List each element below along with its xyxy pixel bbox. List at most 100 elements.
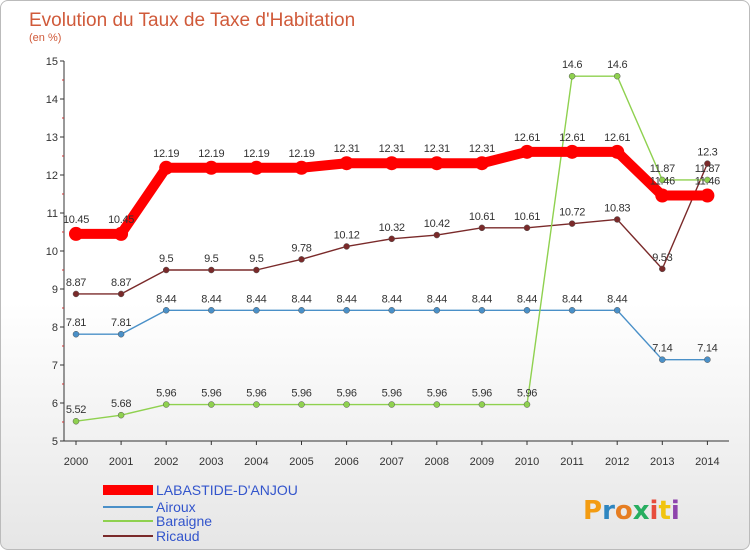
x-tick-label: 2009 [470,456,494,468]
data-point [343,243,350,250]
data-label: 8.44 [517,293,537,305]
logo-text: Proxiti [583,496,680,526]
y-tick-label: 14 [46,94,58,106]
data-label: 10.83 [604,202,630,214]
legend-label: Ricaud [156,528,200,544]
data-point [162,401,170,408]
data-label: 8.44 [382,293,402,305]
data-label: 5.96 [291,388,311,400]
data-point [613,216,621,223]
data-label: 12.61 [604,132,630,144]
data-label: 9.53 [652,252,672,264]
data-point [298,307,305,314]
data-label: 12.61 [514,132,540,144]
y-tick-label: 10 [46,246,58,258]
legend-entry: LABASTIDE-D'ANJOU [103,482,298,498]
chart-subtitle: (en %) [29,32,61,44]
data-point [162,266,170,274]
data-label: 14.6 [607,59,627,71]
data-point [117,330,125,338]
data-label: 12.31 [424,143,450,155]
x-tick-label: 2000 [64,456,88,468]
data-label: 8.44 [246,293,266,305]
x-tick-label: 2012 [605,456,629,468]
x-tick-label: 2007 [379,456,403,468]
y-tick-label: 15 [46,56,58,68]
data-point [433,401,441,408]
data-label: 5.96 [382,388,402,400]
data-point [72,417,80,425]
series-line [75,75,708,422]
data-point [159,160,174,175]
data-point [204,160,219,175]
legend-label: Baraigne [156,513,212,529]
data-label: 5.52 [66,404,86,416]
data-point [478,401,486,408]
series-labastide-d-anjou [69,144,715,241]
data-point [610,144,625,159]
data-point [520,144,534,159]
y-tick-label: 7 [52,360,58,372]
data-label: 8.44 [156,293,176,305]
data-point [298,401,305,408]
data-point [565,144,580,159]
chart-title: Evolution du Taux de Taxe d'Habitation [29,10,355,31]
data-point [339,156,354,171]
data-label: 10.61 [469,211,495,223]
data-label: 10.45 [108,214,134,226]
data-label: 12.31 [469,143,495,155]
data-point [343,401,350,408]
data-label: 10.42 [424,218,450,230]
y-tick-label: 6 [52,398,58,410]
data-point [69,226,83,241]
y-tick-label: 8 [52,322,58,334]
data-point [433,231,441,239]
y-tick-label: 5 [52,436,58,448]
data-label: 5.96 [246,388,266,400]
data-label: 10.61 [514,211,540,223]
y-tick-label: 12 [46,170,58,182]
data-label: 9.5 [159,253,174,265]
data-label: 10.72 [559,207,585,219]
data-point [117,411,125,419]
x-tick-label: 2001 [109,456,133,468]
x-tick-label: 2011 [560,456,584,468]
data-point [429,156,444,171]
data-label: 8.44 [336,293,356,305]
data-label: 5.96 [472,388,492,400]
x-tick-label: 2010 [515,456,539,468]
data-label: 8.44 [201,293,221,305]
y-tick-label: 9 [52,284,58,296]
x-tick-label: 2002 [154,456,178,468]
y-tick-label: 13 [46,132,58,144]
data-point [388,401,395,408]
data-label: 8.87 [66,277,86,289]
axes: 5 6 7 8 9 10 11 12 13 14 15 2000 2001 2002 2003 2004 200… [46,56,729,468]
data-point [523,401,531,408]
data-point [388,235,395,243]
data-point [114,226,129,241]
data-label: 14.6 [562,59,582,71]
x-tick-label: 2005 [289,456,313,468]
data-label: 8.87 [111,277,131,289]
data-point [253,266,260,274]
data-point [659,176,666,184]
data-label: 9.5 [204,253,219,265]
proxiti-logo: Proxiti [583,496,680,526]
data-label: 5.96 [517,388,537,400]
data-point [384,156,399,171]
data-point [294,160,309,175]
data-point [208,307,215,314]
data-point [523,307,531,314]
data-label: 12.19 [288,148,314,160]
legend-entry: Airoux [103,499,196,515]
data-label: 5.96 [427,388,447,400]
x-tick-label: 2013 [650,456,674,468]
data-label: 7.81 [111,317,131,329]
data-point [655,188,670,203]
x-tick-label: 2008 [425,456,449,468]
data-point [388,307,395,314]
data-label: 5.96 [336,388,356,400]
data-point [523,224,531,232]
